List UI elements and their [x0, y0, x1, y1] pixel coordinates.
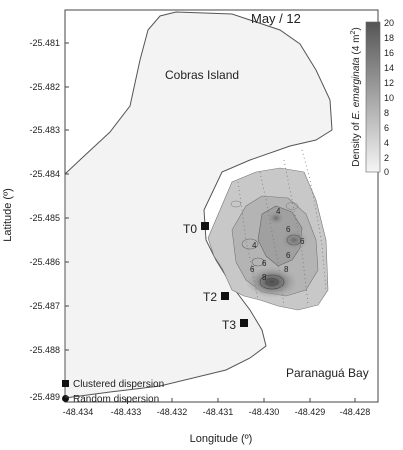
contour-label: 8 — [262, 273, 267, 282]
legend-label-random: Random dispersion — [73, 394, 159, 405]
colorbar-tick-label: 12 — [384, 78, 394, 88]
x-tick-label: -48.433 — [111, 407, 142, 417]
y-tick-label: -25.484 — [29, 169, 60, 179]
x-tick-label: -48.429 — [295, 407, 326, 417]
bay-label: Paranaguá Bay — [286, 366, 369, 380]
y-tick-label: -25.489 — [29, 392, 60, 402]
contour-label: 6 — [286, 251, 291, 260]
density-peak — [266, 210, 286, 226]
density-contours — [207, 167, 329, 311]
contour-label: 4 — [252, 241, 257, 250]
colorbar-tick-label: 4 — [384, 138, 389, 148]
station-marker-t0 — [201, 222, 209, 230]
colorbar-tick-label: 6 — [384, 123, 389, 133]
x-tick-label: -48.430 — [249, 407, 280, 417]
contour-label: 4 — [276, 207, 281, 216]
density-contour — [285, 202, 299, 210]
y-tick-label: -25.482 — [29, 82, 60, 92]
density-contour — [286, 234, 302, 246]
colorbar-tick-label: 18 — [384, 33, 394, 43]
colorbar-tick-label: 14 — [384, 63, 394, 73]
contour-label: 6 — [262, 259, 267, 268]
x-tick-label: -48.428 — [340, 407, 371, 417]
station-label-t2: T2 — [203, 290, 217, 304]
y-tick-label: -25.483 — [29, 125, 60, 135]
y-tick-label: -25.488 — [29, 345, 60, 355]
colorbar-title: Density of E. emarginata (4 m2) — [350, 27, 362, 167]
cobras-island — [64, 11, 333, 399]
colorbar-tick-label: 10 — [384, 93, 394, 103]
island-label: Cobras Island — [165, 68, 239, 82]
x-axis: -48.434 -48.433 -48.432 -48.431 -48.430 … — [63, 398, 371, 417]
density-contour — [265, 278, 279, 286]
colorbar: 20 18 16 14 12 10 8 6 4 2 0 Density of E… — [350, 18, 394, 177]
density-peak — [278, 228, 310, 252]
contour-label: 6 — [300, 237, 305, 246]
y-tick-label: -25.486 — [29, 257, 60, 267]
colorbar-tick-label: 2 — [384, 153, 389, 163]
colorbar-tick-label: 0 — [384, 167, 389, 177]
colorbar-tick-label: 8 — [384, 108, 389, 118]
colorbar-tick-label: 16 — [384, 48, 394, 58]
x-tick-label: -48.434 — [63, 407, 94, 417]
density-contour — [230, 200, 242, 208]
station-label-t3: T3 — [222, 318, 236, 332]
x-tick-label: -48.432 — [157, 407, 188, 417]
density-peak — [246, 266, 298, 298]
x-axis-label: Longitude (º) — [190, 433, 253, 445]
colorbar-gradient — [365, 21, 381, 173]
station-label-t0: T0 — [183, 222, 197, 236]
contour-label: 8 — [284, 265, 289, 274]
colorbar-ticks: 20 18 16 14 12 10 8 6 4 2 0 — [384, 18, 394, 177]
contour-label: 6 — [286, 225, 291, 234]
y-axis: -25.481 -25.482 -25.483 -25.484 -25.485 … — [29, 38, 69, 402]
y-tick-label: -25.481 — [29, 38, 60, 48]
station-marker-t3 — [240, 319, 248, 327]
colorbar-tick-label: 20 — [384, 18, 394, 28]
map-title: May / 12 — [251, 11, 301, 26]
y-axis-label: Latitude (º) — [2, 188, 14, 242]
density-contour — [259, 274, 285, 290]
legend-label-clustered: Clustered dispersion — [73, 379, 164, 390]
x-tick-label: -48.431 — [203, 407, 234, 417]
legend-circle-icon — [62, 395, 69, 402]
y-tick-label: -25.485 — [29, 213, 60, 223]
y-tick-label: -25.487 — [29, 301, 60, 311]
density-contour — [251, 257, 265, 267]
density-contour — [241, 238, 259, 250]
station-marker-t2 — [221, 292, 229, 300]
stations: T0 T2 T3 — [183, 222, 248, 332]
legend-square-icon — [62, 380, 69, 387]
sampling-grid — [237, 149, 327, 307]
